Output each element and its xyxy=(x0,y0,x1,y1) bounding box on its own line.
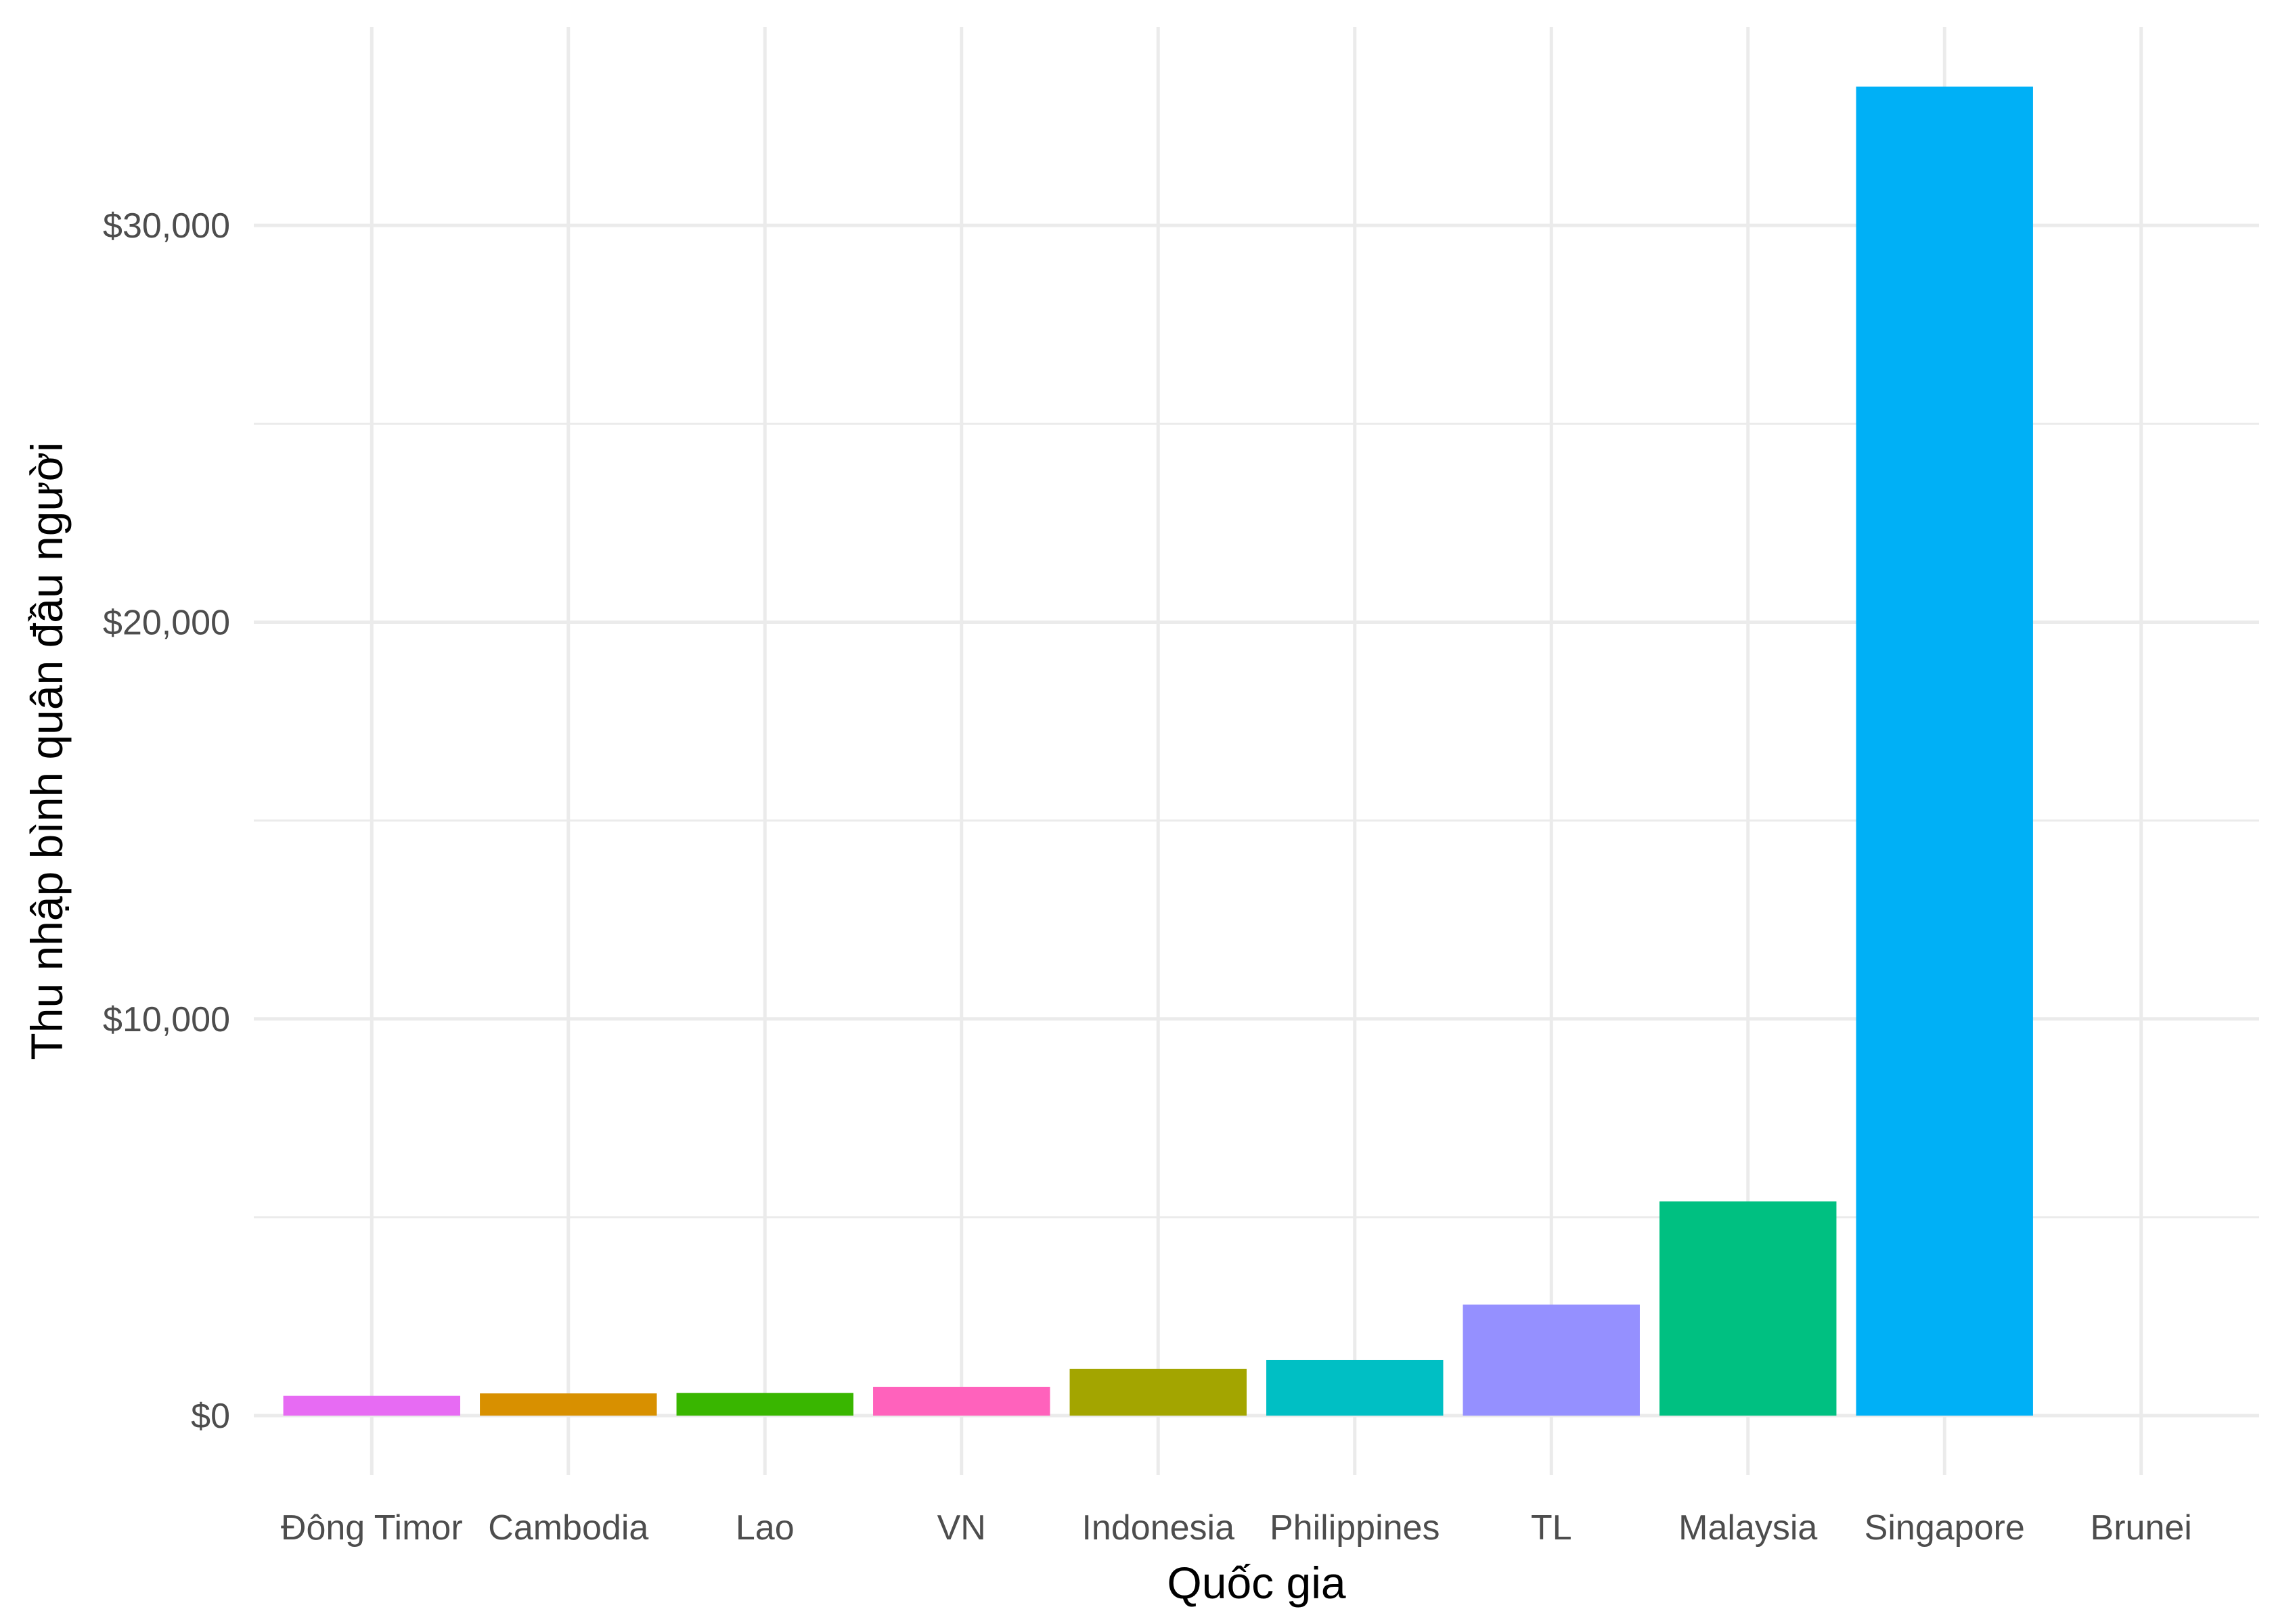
x-axis-title: Quốc gia xyxy=(1167,1558,1345,1608)
x-tick-label: Indonesia xyxy=(1082,1508,1234,1548)
y-tick-label: $20,000 xyxy=(103,603,230,642)
bar xyxy=(480,1393,657,1416)
bars xyxy=(283,86,2033,1416)
y-tick-label: $30,000 xyxy=(103,206,230,246)
x-tick-labels: Đông Timor Cambodia Lao VN Indonesia Philippi… xyxy=(281,1508,2192,1548)
bar xyxy=(1266,1359,1444,1416)
bar xyxy=(1856,86,2033,1416)
major-gridlines xyxy=(254,27,2259,1475)
y-tick-label: $10,000 xyxy=(103,1000,230,1039)
x-tick-label: Malaysia xyxy=(1678,1508,1817,1548)
x-tick-label: Philippines xyxy=(1270,1508,1440,1548)
y-axis-title: Thu nhập bình quân đầu người xyxy=(22,442,72,1060)
y-tick-label: $0 xyxy=(191,1397,230,1436)
x-tick-label: VN xyxy=(937,1508,986,1548)
bar xyxy=(283,1395,461,1416)
x-tick-label: Singapore xyxy=(1865,1508,2025,1548)
x-tick-label: Lao xyxy=(736,1508,795,1548)
bar xyxy=(676,1393,853,1416)
bar xyxy=(1463,1304,1640,1416)
bar xyxy=(873,1386,1050,1416)
x-tick-label: TL xyxy=(1531,1508,1572,1548)
x-tick-label: Brunei xyxy=(2091,1508,2192,1548)
bar xyxy=(1659,1201,1837,1416)
bar xyxy=(1069,1368,1247,1416)
y-tick-labels: $0 $10,000 $20,000 $30,000 xyxy=(103,206,230,1436)
x-tick-label: Cambodia xyxy=(488,1508,648,1548)
x-tick-label: Đông Timor xyxy=(281,1508,463,1548)
